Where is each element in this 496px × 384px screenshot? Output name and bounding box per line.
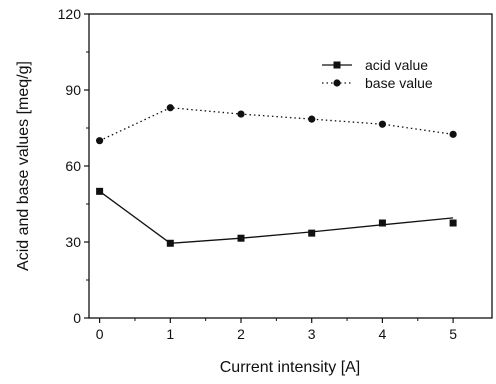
x-tick-label-1: 1 <box>166 326 174 342</box>
base-value-point-4 <box>378 120 387 128</box>
acid-value-point-5 <box>449 219 457 227</box>
acid-value-point-1 <box>166 239 174 247</box>
base-value-line <box>99 107 454 142</box>
x-tick-label-3: 3 <box>308 326 316 342</box>
y-tick-label-1: 30 <box>65 234 81 250</box>
acid-value-point-4 <box>378 219 386 227</box>
y-tick-label-0: 0 <box>73 310 81 326</box>
plot-frame <box>88 13 493 319</box>
y-tick-label-3: 90 <box>65 82 81 98</box>
x-axis-label: Current intensity [A] <box>220 359 361 376</box>
x-tick-label-4: 4 <box>379 326 387 342</box>
base-value-point-1 <box>166 104 174 112</box>
legend-base-value-marker <box>333 79 341 87</box>
acid-value-point-0 <box>96 187 104 195</box>
x-tick-label-5: 5 <box>449 326 457 342</box>
acid-value-line <box>99 190 454 244</box>
base-value-point-3 <box>308 115 316 123</box>
legend: acid value base value <box>322 57 433 91</box>
acid-value-point-2 <box>237 234 245 242</box>
acid-value-point-3 <box>308 229 316 237</box>
y-tick-label-2: 60 <box>65 158 81 174</box>
x-tick-label-2: 2 <box>237 326 245 342</box>
base-value-point-0 <box>96 137 104 145</box>
legend-acid-value-marker <box>333 61 341 69</box>
y-axis-label: Acid and base values [meq/g] <box>15 61 32 271</box>
legend-acid-value-label: acid value <box>365 57 428 73</box>
base-value-point-5 <box>449 130 457 138</box>
axes: 0 1 2 3 4 5 0 30 60 90 120 <box>58 6 458 342</box>
series-layer <box>96 104 457 247</box>
x-tick-label-0: 0 <box>96 326 104 342</box>
base-value-point-2 <box>237 110 245 118</box>
y-tick-label-4: 120 <box>58 6 82 22</box>
legend-base-value-label: base value <box>365 75 433 91</box>
